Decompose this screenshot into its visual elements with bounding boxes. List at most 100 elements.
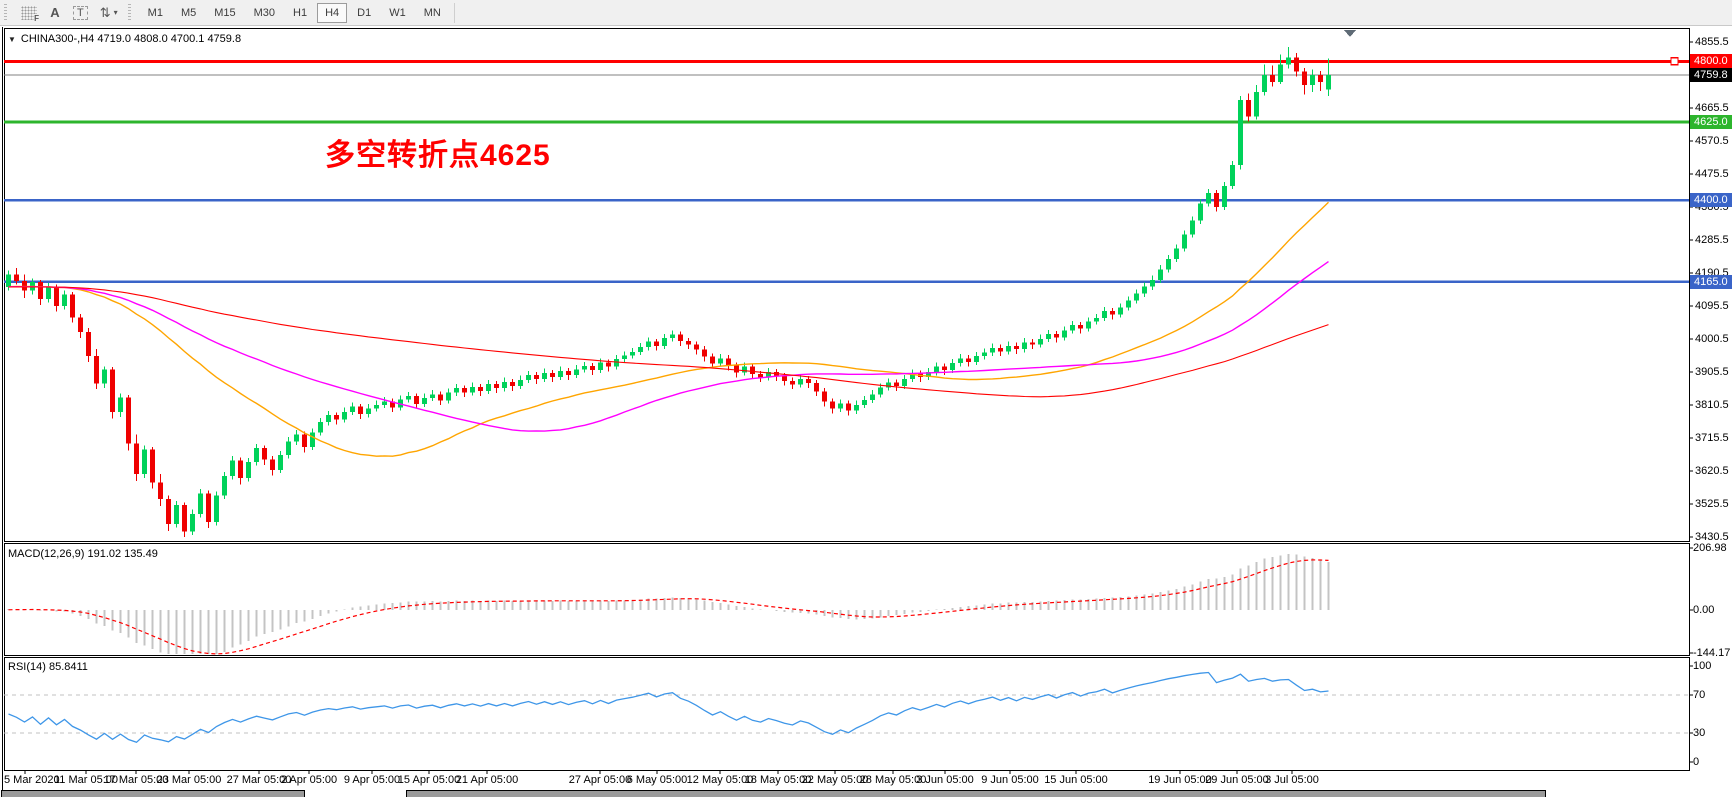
time-axis-label: 3 Jul 05:00 <box>1265 774 1319 786</box>
candle-body <box>622 355 627 359</box>
price-pane-border <box>4 28 1690 542</box>
candle-body <box>582 365 587 370</box>
candle-body <box>534 374 539 380</box>
candle-body <box>958 358 963 364</box>
price-tick-label: 4570.5 <box>1695 135 1729 147</box>
price-level-badge: 4800.0 <box>1690 54 1732 69</box>
candle-body <box>1070 324 1075 331</box>
candle-body <box>430 394 435 398</box>
time-axis-label: 23 Mar 05:00 <box>156 774 222 786</box>
candle-body <box>70 294 75 318</box>
candle-body <box>878 387 883 395</box>
candle-body <box>542 372 547 380</box>
price-tick-label: 4855.5 <box>1695 36 1729 48</box>
time-axis-label: 11 Mar 05:00 <box>53 774 119 786</box>
candle-body <box>974 356 979 362</box>
chart-shift-grid-icon[interactable]: F <box>15 2 43 24</box>
rsi-label: RSI(14) 85.8411 <box>8 661 88 673</box>
candle-body <box>1134 293 1139 301</box>
macd-label: MACD(12,26,9) 191.02 135.49 <box>8 548 158 560</box>
time-axis-label: 5 Mar 2020 <box>4 774 60 786</box>
candle-body <box>982 352 987 357</box>
macd-pane-border <box>4 543 1690 656</box>
arrow-objects-icon[interactable]: ⇅ ▾ <box>99 4 118 20</box>
chart-canvas[interactable] <box>0 27 1732 797</box>
timeframe-d1-button[interactable]: D1 <box>357 6 372 19</box>
insert-text-icon[interactable]: A <box>50 5 60 20</box>
candle-body <box>502 381 507 389</box>
timeframe-m15-button[interactable]: M15 <box>214 6 236 19</box>
candle-body <box>1174 248 1179 259</box>
candle-body <box>150 449 155 483</box>
timeframe-w1-button[interactable]: W1 <box>389 6 406 19</box>
rsi-line <box>8 671 1329 744</box>
candle-body <box>702 349 707 357</box>
ma-mid-line <box>8 261 1329 432</box>
candle-body <box>1182 234 1187 249</box>
timeframe-m1-button[interactable]: M1 <box>147 6 163 19</box>
dropdown-caret-icon[interactable]: ▾ <box>113 8 118 17</box>
candle-body <box>1230 165 1235 186</box>
candle-body <box>1286 57 1291 65</box>
candle-body <box>286 441 291 456</box>
candle-body <box>1198 203 1203 221</box>
time-axis-label: 27 Apr 05:00 <box>568 774 632 786</box>
candle-body <box>1014 345 1019 350</box>
text-label-icon[interactable]: T <box>67 2 94 24</box>
candle-body <box>830 401 835 409</box>
candle-body <box>1118 307 1123 315</box>
docked-window-edge <box>1 790 305 797</box>
timeframe-h1-button[interactable]: H1 <box>293 6 308 19</box>
candle-body <box>166 498 171 524</box>
candle-body <box>294 434 299 442</box>
toolbar-grip[interactable] <box>4 3 11 22</box>
candle-body <box>806 379 811 383</box>
candle-body <box>606 362 611 367</box>
candle-body <box>38 281 43 300</box>
line-handle[interactable] <box>1670 57 1679 66</box>
candle-body <box>1166 258 1171 270</box>
candle-body <box>526 374 531 380</box>
timeframe-m5-button[interactable]: M5 <box>180 6 197 19</box>
chart-dropdown-icon[interactable]: ▼ <box>8 34 16 44</box>
candle-body <box>590 365 595 371</box>
timeframe-m30-button[interactable]: M30 <box>253 6 276 19</box>
price-tick-label: 3620.5 <box>1695 465 1729 477</box>
candle-body <box>950 363 955 371</box>
candle-body <box>630 352 635 356</box>
time-axis-label: 3 Jun 05:00 <box>916 774 974 786</box>
candle-body <box>790 380 795 385</box>
arrow-down-marker[interactable] <box>1344 30 1356 37</box>
candle-body <box>262 448 267 460</box>
candle-body <box>654 341 659 346</box>
candle-body <box>478 386 483 391</box>
candle-body <box>1158 269 1163 280</box>
candle-body <box>1222 185 1227 207</box>
candle-body <box>846 403 851 411</box>
candle-body <box>902 379 907 387</box>
rsi-tick-label: 100 <box>1693 660 1712 672</box>
candle-body <box>518 379 523 387</box>
candle-body <box>414 396 419 404</box>
toolbar-grip[interactable] <box>127 3 135 22</box>
timeframe-buttons: M1 M5 M15 M30 H1 H4 D1 W1 MN <box>139 2 450 23</box>
price-level-badge: 4165.0 <box>1690 274 1732 289</box>
timeframe-h4-button[interactable]: H4 <box>317 2 348 23</box>
annotation-text: 多空转折点4625 <box>325 139 551 172</box>
candle-body <box>254 448 259 463</box>
chart-title-text: CHINA300-,H4 4719.0 4808.0 4700.1 4759.8 <box>20 33 242 45</box>
toolbar-icons: F A T ⇅ ▾ <box>15 2 124 24</box>
candle-body <box>86 332 91 356</box>
candle-body <box>1142 286 1147 294</box>
timeframe-mn-button[interactable]: MN <box>423 6 441 19</box>
macd-tick-label: 0.00 <box>1693 604 1715 616</box>
candle-body <box>998 347 1003 352</box>
candle-body <box>814 382 819 392</box>
candle-body <box>102 369 107 384</box>
candle-body <box>966 358 971 362</box>
ma-slow-line <box>8 286 1329 398</box>
candle-body <box>662 338 667 346</box>
candle-body <box>990 347 995 353</box>
candle-body <box>894 382 899 387</box>
